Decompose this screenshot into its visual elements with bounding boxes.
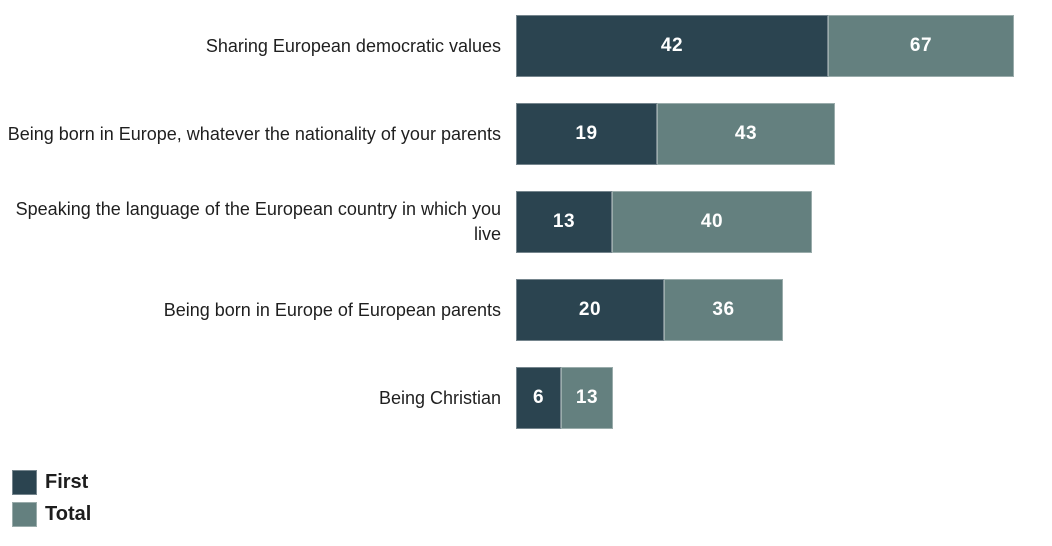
category-label: Being born in Europe, whatever the natio… bbox=[7, 123, 501, 144]
bar-segment-first: 6 bbox=[516, 367, 561, 429]
bar-segment-first: 13 bbox=[516, 191, 612, 253]
legend-label-total: Total bbox=[45, 502, 92, 525]
chart-row: Sharing European democratic values 42 67 bbox=[0, 15, 1052, 77]
bar-value-label: 20 bbox=[578, 299, 602, 320]
bar-value-label: 13 bbox=[552, 211, 576, 232]
chart-row: Being born in Europe of European parents… bbox=[0, 279, 1052, 341]
category-label: Being born in Europe of European parents bbox=[163, 299, 501, 320]
stacked-bar: 42 67 bbox=[516, 15, 1014, 77]
bar-value-label: 43 bbox=[734, 123, 758, 144]
bar-segment-first: 19 bbox=[516, 103, 657, 165]
stacked-bar: 13 40 bbox=[516, 191, 812, 253]
stacked-bar: 19 43 bbox=[516, 103, 835, 165]
chart-row: Being Christian 6 13 bbox=[0, 367, 1052, 429]
legend-label-first: First bbox=[45, 470, 89, 493]
legend-item-first: First bbox=[12, 469, 1052, 495]
legend: First Total bbox=[12, 469, 1052, 527]
chart-row: Speaking the language of the European co… bbox=[0, 191, 1052, 253]
chart-rows: Sharing European democratic values 42 67 Be… bbox=[0, 15, 1052, 429]
bar-value-label: 19 bbox=[575, 123, 598, 144]
legend-item-total: Total bbox=[12, 501, 1052, 527]
legend-swatch-first bbox=[12, 469, 37, 495]
category-label: Speaking the language of the European co… bbox=[15, 199, 501, 244]
bar-value-label: 36 bbox=[712, 299, 735, 320]
stacked-bar: 6 13 bbox=[516, 367, 613, 429]
bar-value-label: 6 bbox=[532, 387, 545, 408]
bar-segment-first: 20 bbox=[516, 279, 664, 341]
bar-segment-total: 36 bbox=[664, 279, 783, 341]
stacked-bar: 20 36 bbox=[516, 279, 783, 341]
bar-segment-total: 13 bbox=[561, 367, 613, 429]
bar-segment-total: 40 bbox=[612, 191, 812, 253]
bar-segment-total: 67 bbox=[828, 15, 1014, 77]
bar-value-label: 67 bbox=[909, 35, 933, 56]
bar-value-label: 13 bbox=[575, 387, 599, 408]
bar-segment-total: 43 bbox=[657, 103, 835, 165]
category-label: Sharing European democratic values bbox=[205, 35, 501, 56]
bar-value-label: 42 bbox=[660, 35, 684, 56]
bar-value-label: 40 bbox=[700, 211, 724, 232]
chart-row: Being born in Europe, whatever the natio… bbox=[0, 103, 1052, 165]
bar-segment-first: 42 bbox=[516, 15, 828, 77]
legend-swatch-total bbox=[12, 501, 37, 527]
category-label: Being Christian bbox=[378, 387, 501, 408]
